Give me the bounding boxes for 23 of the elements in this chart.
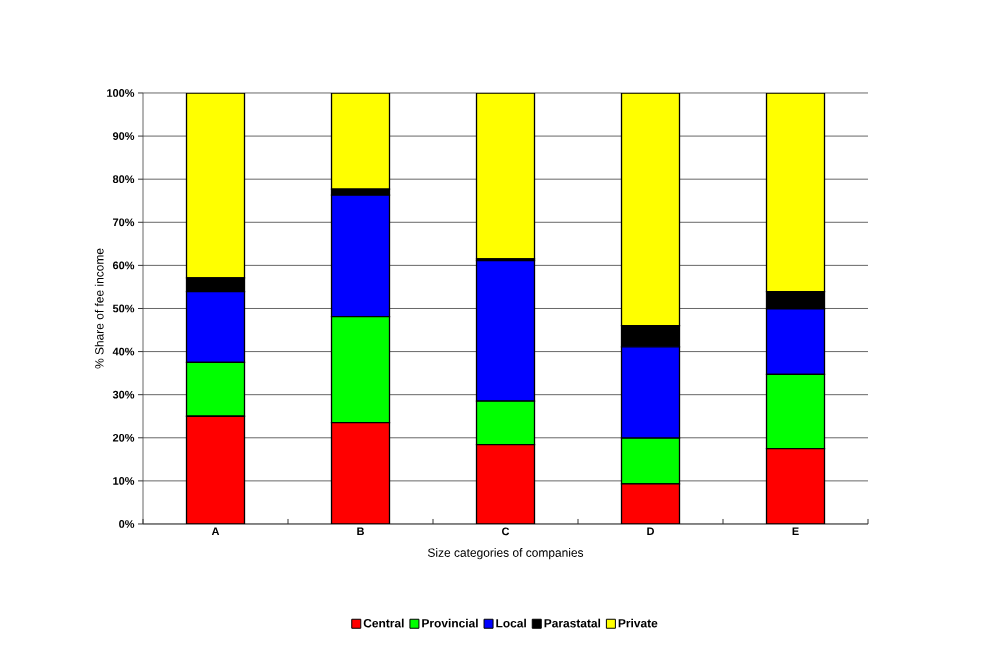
x-tick-label: A — [211, 527, 220, 536]
y-tick-label: 90% — [112, 132, 135, 140]
y-tick-label: 10% — [113, 477, 135, 485]
y-axis-title: % Share of fee income — [94, 248, 104, 369]
legend-label: Private — [618, 618, 658, 628]
legend-label: Local — [496, 618, 526, 628]
x-tick-label: D — [647, 527, 654, 536]
y-tick-label: 30% — [112, 390, 135, 399]
y-tick-label: 70% — [113, 218, 135, 227]
y-tick-label: 80% — [112, 175, 135, 184]
x-tick-label: C — [502, 527, 510, 536]
y-tick-label: 20% — [112, 433, 135, 442]
legend-label: Provincial — [422, 618, 478, 628]
x-tick-label: E — [792, 527, 799, 536]
legend-label: Parastatal — [544, 618, 601, 628]
y-tick-label: 60% — [112, 261, 135, 270]
y-tick-label: 40% — [112, 347, 135, 356]
x-axis-title: Size categories of companies — [427, 548, 584, 560]
y-tick-label: 50% — [112, 304, 135, 313]
x-tick-label: B — [357, 527, 364, 536]
legend-label: Central — [363, 618, 404, 628]
y-tick-label: 100% — [107, 89, 135, 97]
y-tick-label: 0% — [119, 520, 135, 528]
